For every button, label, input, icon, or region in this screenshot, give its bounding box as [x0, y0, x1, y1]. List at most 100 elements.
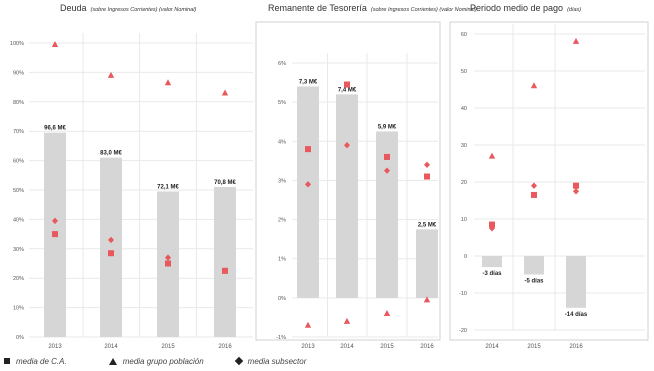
triangle-marker — [572, 37, 580, 44]
triangle-marker — [51, 40, 59, 47]
y-tick-label: 5% — [278, 100, 286, 106]
square-marker — [424, 173, 430, 180]
diamond-marker — [305, 181, 311, 188]
x-tick-label: 2015 — [161, 344, 175, 350]
x-tick-label: 2014 — [340, 344, 354, 350]
y-tick-label: -1% — [276, 335, 286, 341]
chart-title: Periodo medio de pago (días) — [470, 3, 581, 13]
chart-subtitle: (sobre Ingresos Corrientes) (valor Nomin… — [371, 7, 477, 13]
y-tick-label: 20% — [13, 276, 24, 282]
bar-value-label: 83,0 M€ — [100, 151, 122, 157]
legend-item-media-ca: media de C.A. — [4, 357, 67, 366]
y-tick-label: 80% — [13, 100, 24, 106]
legend-label-media-ca: media de C.A. — [16, 356, 67, 366]
triangle-marker — [530, 82, 538, 89]
bar-value-label: 96,6 M€ — [44, 126, 66, 132]
triangle-marker — [423, 296, 431, 303]
square-marker — [52, 231, 58, 238]
bar — [376, 131, 398, 298]
diamond-marker — [165, 254, 171, 261]
legend-label-media-grupo: media grupo población — [122, 356, 204, 366]
triangle-marker-icon — [108, 357, 117, 365]
y-tick-label: 2% — [278, 218, 286, 224]
chart-title-text: Remanente de Tesorería — [268, 3, 367, 13]
legend-item-media-grupo: media grupo población — [108, 356, 204, 366]
y-tick-label: 0% — [278, 296, 286, 302]
bar — [100, 157, 122, 337]
chart-title: Remanente de Tesorería (sobre Ingresos Co… — [268, 3, 477, 13]
x-tick-label: 2013 — [48, 344, 62, 350]
diamond-marker-icon — [234, 356, 243, 366]
y-tick-label: -10 — [459, 291, 467, 297]
bar-value-label: 7,4 M€ — [338, 87, 357, 93]
bar-value-label: 7,3 M€ — [299, 79, 318, 85]
square-marker — [531, 191, 537, 198]
chart-title-text: Periodo medio de pago — [470, 3, 563, 13]
y-tick-label: 100% — [10, 41, 24, 47]
x-tick-label: 2014 — [104, 344, 118, 350]
y-tick-label: 60 — [461, 32, 467, 38]
y-tick-label: 30% — [13, 247, 24, 253]
triangle-marker — [488, 152, 496, 159]
diamond-marker — [384, 167, 390, 174]
bar — [297, 86, 319, 298]
triangle-marker — [383, 310, 391, 317]
y-tick-label: 40 — [461, 106, 467, 112]
bar — [482, 256, 502, 268]
square-marker — [305, 146, 311, 153]
diamond-marker — [424, 161, 430, 168]
diamond-marker — [489, 225, 495, 232]
square-marker — [489, 221, 495, 228]
diamond-marker — [222, 267, 228, 275]
y-tick-label: 30 — [461, 143, 467, 149]
y-tick-label: 0% — [16, 335, 24, 341]
triangle-marker — [164, 79, 172, 86]
square-marker-icon — [4, 358, 10, 364]
bar-value-label: -5 días — [524, 279, 544, 285]
triangle-marker — [304, 321, 312, 328]
diamond-marker — [52, 217, 58, 225]
diamond-marker — [531, 182, 537, 189]
diamond-marker — [108, 236, 114, 244]
bar — [524, 256, 544, 275]
y-tick-label: 4% — [278, 139, 286, 145]
triangle-marker — [221, 89, 229, 96]
chart-subtitle: (días) — [567, 7, 581, 13]
chart-title: Deuda (sobre Ingresos Corrientes) (valor … — [60, 3, 196, 13]
bar — [336, 94, 358, 298]
y-tick-label: 6% — [278, 61, 286, 67]
y-tick-label: 10 — [461, 217, 467, 223]
chart-title-text: Deuda — [60, 3, 87, 13]
bar-value-label: 2,5 M€ — [418, 222, 437, 228]
triangle-marker — [343, 317, 351, 324]
bar — [416, 229, 438, 298]
diamond-marker — [344, 142, 350, 149]
y-tick-label: 50 — [461, 69, 467, 75]
diamond-marker — [573, 188, 579, 195]
square-marker — [165, 260, 171, 267]
y-tick-label: 1% — [278, 257, 286, 263]
bar-value-label: 5,9 M€ — [378, 125, 397, 131]
y-tick-label: 3% — [278, 178, 286, 184]
chart-panel-2: Remanente de Tesorería (sobre Ingresos Co… — [255, 3, 477, 350]
x-tick-label: 2016 — [420, 344, 434, 350]
square-marker — [108, 250, 114, 257]
y-tick-label: 90% — [13, 70, 24, 76]
square-marker — [573, 182, 579, 189]
square-marker — [384, 153, 390, 160]
bar-value-label: 70,8 M€ — [214, 180, 236, 186]
y-tick-label: 60% — [13, 159, 24, 165]
chart-subtitle: (sobre Ingresos Corrientes) (valor Nomin… — [91, 7, 197, 13]
bar-value-label: 72,1 M€ — [157, 184, 179, 190]
chart-panel-3: Periodo medio de pago (días) -20 -10 0 10 20 30… — [449, 3, 649, 350]
bar — [566, 256, 586, 308]
bar-value-label: -14 días — [565, 312, 588, 318]
x-tick-label: 2015 — [527, 344, 541, 350]
panel-frame — [449, 21, 649, 341]
y-tick-label: 10% — [13, 306, 24, 312]
legend-label-media-subsector: media subsector — [247, 356, 307, 366]
legend: media de C.A. media grupo población medi… — [4, 354, 328, 368]
y-tick-label: 50% — [13, 188, 24, 194]
y-tick-label: 40% — [13, 217, 24, 223]
